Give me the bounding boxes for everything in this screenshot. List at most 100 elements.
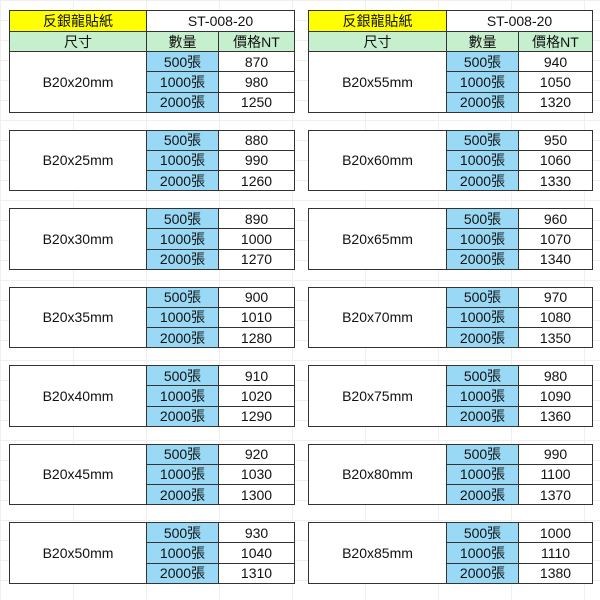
quantity-cell[interactable]: 500張 — [146, 208, 219, 230]
quantity-cell[interactable]: 2000張 — [446, 484, 519, 506]
price-cell[interactable]: 930 — [218, 522, 295, 544]
size-cell[interactable]: B20x65mm — [308, 208, 447, 270]
size-cell[interactable]: B20x40mm — [9, 365, 147, 427]
quantity-cell[interactable]: 1000張 — [446, 71, 519, 93]
price-cell[interactable]: 1010 — [218, 306, 295, 329]
quantity-cell[interactable]: 2000張 — [446, 248, 519, 270]
header-price[interactable]: 價格NT — [218, 31, 295, 52]
price-cell[interactable]: 1100 — [518, 463, 593, 486]
quantity-cell[interactable]: 1000張 — [146, 149, 219, 172]
header-size[interactable]: 尺寸 — [308, 31, 447, 52]
quantity-cell[interactable]: 1000張 — [446, 228, 519, 250]
price-cell[interactable]: 1280 — [218, 327, 295, 349]
quantity-cell[interactable]: 500張 — [446, 208, 519, 230]
title-cell[interactable]: 反銀龍貼紙 — [308, 10, 447, 32]
header-quantity[interactable]: 數量 — [146, 31, 219, 52]
quantity-cell[interactable]: 2000張 — [446, 405, 519, 427]
quantity-cell[interactable]: 500張 — [146, 286, 219, 308]
size-cell[interactable]: B20x30mm — [9, 208, 147, 270]
price-cell[interactable]: 1020 — [218, 385, 295, 407]
quantity-cell[interactable]: 2000張 — [446, 327, 519, 349]
price-cell[interactable]: 1260 — [218, 170, 295, 192]
quantity-cell[interactable]: 500張 — [446, 522, 519, 544]
price-cell[interactable]: 870 — [218, 51, 295, 73]
price-cell[interactable]: 1000 — [218, 228, 295, 250]
quantity-cell[interactable]: 1000張 — [446, 149, 519, 172]
price-cell[interactable]: 1000 — [518, 522, 593, 544]
price-cell[interactable]: 990 — [218, 149, 295, 172]
quantity-cell[interactable]: 500張 — [146, 443, 219, 465]
size-cell[interactable]: B20x80mm — [308, 443, 447, 506]
price-cell[interactable]: 1340 — [518, 248, 593, 270]
price-cell[interactable]: 1320 — [518, 91, 593, 113]
size-cell[interactable]: B20x25mm — [9, 129, 147, 192]
quantity-cell[interactable]: 1000張 — [146, 228, 219, 250]
size-cell[interactable]: B20x75mm — [308, 365, 447, 427]
quantity-cell[interactable]: 500張 — [446, 443, 519, 465]
price-cell[interactable]: 1330 — [518, 170, 593, 192]
quantity-cell[interactable]: 2000張 — [446, 170, 519, 192]
quantity-cell[interactable]: 1000張 — [446, 306, 519, 329]
size-cell[interactable]: B20x60mm — [308, 129, 447, 192]
price-cell[interactable]: 1290 — [218, 405, 295, 427]
quantity-cell[interactable]: 500張 — [446, 51, 519, 73]
quantity-cell[interactable]: 1000張 — [146, 306, 219, 329]
price-cell[interactable]: 920 — [218, 443, 295, 465]
quantity-cell[interactable]: 1000張 — [146, 463, 219, 486]
quantity-cell[interactable]: 2000張 — [146, 405, 219, 427]
size-cell[interactable]: B20x45mm — [9, 443, 147, 506]
price-cell[interactable]: 970 — [518, 286, 593, 308]
size-cell[interactable]: B20x85mm — [308, 522, 447, 584]
quantity-cell[interactable]: 2000張 — [446, 562, 519, 584]
price-cell[interactable]: 1070 — [518, 228, 593, 250]
quantity-cell[interactable]: 2000張 — [146, 91, 219, 113]
price-cell[interactable]: 940 — [518, 51, 593, 73]
price-cell[interactable]: 1250 — [218, 91, 295, 113]
quantity-cell[interactable]: 1000張 — [446, 542, 519, 564]
quantity-cell[interactable]: 1000張 — [146, 71, 219, 93]
quantity-cell[interactable]: 2000張 — [146, 170, 219, 192]
title-cell[interactable]: 反銀龍貼紙 — [9, 10, 147, 32]
quantity-cell[interactable]: 500張 — [446, 286, 519, 308]
price-cell[interactable]: 890 — [218, 208, 295, 230]
price-cell[interactable]: 910 — [218, 365, 295, 387]
price-cell[interactable]: 900 — [218, 286, 295, 308]
quantity-cell[interactable]: 1000張 — [446, 385, 519, 407]
header-quantity[interactable]: 數量 — [446, 31, 519, 52]
quantity-cell[interactable]: 2000張 — [146, 562, 219, 584]
price-cell[interactable]: 1310 — [218, 562, 295, 584]
price-cell[interactable]: 1360 — [518, 405, 593, 427]
price-cell[interactable]: 1040 — [218, 542, 295, 564]
price-cell[interactable]: 880 — [218, 129, 295, 151]
price-cell[interactable]: 1370 — [518, 484, 593, 506]
product-code-cell[interactable]: ST-008-20 — [446, 10, 593, 32]
quantity-cell[interactable]: 2000張 — [446, 91, 519, 113]
price-cell[interactable]: 950 — [518, 129, 593, 151]
price-cell[interactable]: 1060 — [518, 149, 593, 172]
quantity-cell[interactable]: 2000張 — [146, 327, 219, 349]
price-cell[interactable]: 1090 — [518, 385, 593, 407]
quantity-cell[interactable]: 500張 — [146, 522, 219, 544]
quantity-cell[interactable]: 500張 — [146, 365, 219, 387]
price-cell[interactable]: 1270 — [218, 248, 295, 270]
quantity-cell[interactable]: 1000張 — [146, 385, 219, 407]
quantity-cell[interactable]: 1000張 — [146, 542, 219, 564]
price-cell[interactable]: 980 — [518, 365, 593, 387]
price-cell[interactable]: 1080 — [518, 306, 593, 329]
header-price[interactable]: 價格NT — [518, 31, 593, 52]
quantity-cell[interactable]: 500張 — [446, 129, 519, 151]
size-cell[interactable]: B20x35mm — [9, 286, 147, 349]
size-cell[interactable]: B20x70mm — [308, 286, 447, 349]
price-cell[interactable]: 1050 — [518, 71, 593, 93]
quantity-cell[interactable]: 1000張 — [446, 463, 519, 486]
quantity-cell[interactable]: 500張 — [146, 51, 219, 73]
price-cell[interactable]: 990 — [518, 443, 593, 465]
header-size[interactable]: 尺寸 — [9, 31, 147, 52]
price-cell[interactable]: 1300 — [218, 484, 295, 506]
quantity-cell[interactable]: 500張 — [446, 365, 519, 387]
price-cell[interactable]: 980 — [218, 71, 295, 93]
price-cell[interactable]: 1380 — [518, 562, 593, 584]
price-cell[interactable]: 1110 — [518, 542, 593, 564]
product-code-cell[interactable]: ST-008-20 — [146, 10, 295, 32]
price-cell[interactable]: 1350 — [518, 327, 593, 349]
